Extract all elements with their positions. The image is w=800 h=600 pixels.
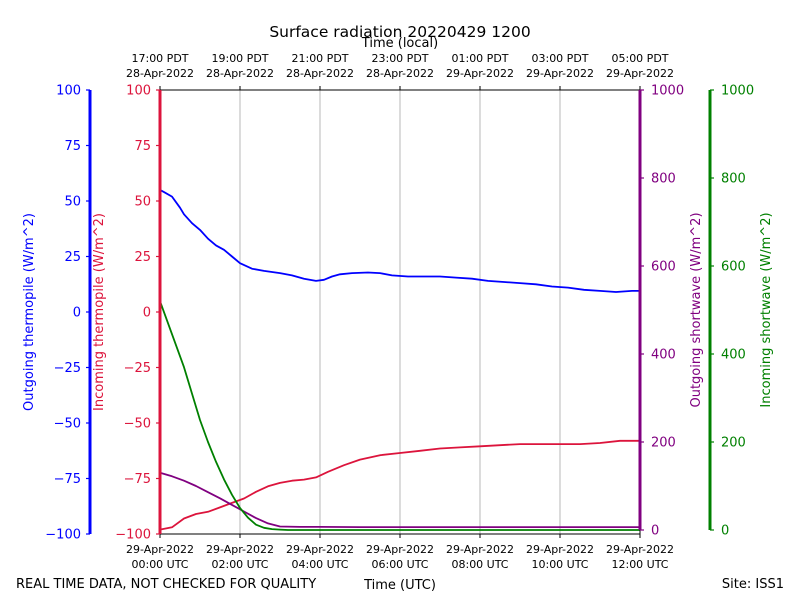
y-tick-label: 0 — [73, 306, 81, 321]
y-tick-label: 0 — [651, 524, 659, 539]
x-tick-label-time: 04:00 UTC — [291, 558, 348, 571]
x-tick-label-time: 06:00 UTC — [371, 558, 428, 571]
y-tick-label: 100 — [126, 84, 151, 99]
x-tick-label-date: 29-Apr-2022 — [126, 543, 194, 556]
y-tick-label: −75 — [124, 472, 151, 487]
y-tick-label: −100 — [115, 528, 151, 543]
y-tick-label: 50 — [134, 195, 151, 210]
y-tick-label: 0 — [143, 306, 151, 321]
y-tick-label: −50 — [54, 417, 81, 432]
y-tick-label: 50 — [64, 195, 81, 210]
top-tick-label-time: 03:00 PDT — [531, 52, 588, 65]
y-axis-label-outgoing_thermopile: Outgoing thermopile (W/m^2) — [22, 213, 37, 411]
top-tick-label-date: 29-Apr-2022 — [446, 67, 514, 80]
y-tick-label: 75 — [64, 139, 81, 154]
site-label: Site: ISS1 — [722, 577, 784, 592]
x-tick-label-time: 08:00 UTC — [451, 558, 508, 571]
series-line-outgoing_thermopile — [159, 189, 640, 293]
y-tick-label: −50 — [124, 417, 151, 432]
top-tick-label-date: 28-Apr-2022 — [206, 67, 274, 80]
x-tick-label-date: 29-Apr-2022 — [606, 543, 674, 556]
series-line-incoming_thermopile — [159, 439, 640, 531]
y-tick-label: 25 — [134, 250, 151, 265]
x-tick-label-time: 02:00 UTC — [211, 558, 268, 571]
top-ticks: 17:00 PDT 28-Apr-2022 19:00 PDT 28-Apr-2022… — [126, 52, 674, 90]
top-tick-label-date: 28-Apr-2022 — [126, 67, 194, 80]
top-tick-label-time: 19:00 PDT — [211, 52, 268, 65]
y-axis-label-outgoing_shortwave: Outgoing shortwave (W/m^2) — [689, 212, 704, 407]
grid-lines — [239, 90, 561, 534]
series-line-incoming_shortwave — [159, 300, 640, 531]
x-axis-label: Time (UTC) — [363, 578, 436, 593]
y-tick-label: 600 — [721, 260, 746, 275]
y-tick-label: 400 — [721, 348, 746, 363]
x-tick-label-time: 00:00 UTC — [131, 558, 188, 571]
y-tick-label: 400 — [651, 348, 676, 363]
y-tick-label: 200 — [721, 436, 746, 451]
y-tick-label: 75 — [134, 139, 151, 154]
y-tick-label: −75 — [54, 472, 81, 487]
y-tick-label: −100 — [45, 528, 81, 543]
top-tick-label-time: 23:00 PDT — [371, 52, 428, 65]
x-tick-label-date: 29-Apr-2022 — [366, 543, 434, 556]
y-tick-label: 600 — [651, 260, 676, 275]
series-line-outgoing_shortwave — [159, 471, 640, 528]
top-tick-label-date: 29-Apr-2022 — [606, 67, 674, 80]
x-tick-label-date: 29-Apr-2022 — [526, 543, 594, 556]
quality-warning: REAL TIME DATA, NOT CHECKED FOR QUALITY — [16, 577, 316, 592]
y-tick-label: 800 — [651, 172, 676, 187]
y-tick-label: 100 — [56, 84, 81, 99]
x-tick-label-time: 10:00 UTC — [531, 558, 588, 571]
y-tick-label: 1000 — [721, 84, 754, 99]
y-tick-label: 0 — [721, 524, 729, 539]
y-axis-label-incoming_shortwave: Incoming shortwave (W/m^2) — [759, 212, 774, 407]
y-tick-label: 1000 — [651, 84, 684, 99]
series-lines — [159, 189, 640, 531]
x-tick-label-date: 29-Apr-2022 — [446, 543, 514, 556]
x-tick-label-date: 29-Apr-2022 — [286, 543, 354, 556]
y-tick-label: 800 — [721, 172, 746, 187]
top-tick-label-date: 29-Apr-2022 — [526, 67, 594, 80]
y-axes: 100 75 50 25 0 −25 −50 −75 −100 Outgoing thermopi… — [22, 84, 774, 543]
bottom-ticks: 29-Apr-2022 00:00 UTC 29-Apr-2022 02:00 UTC… — [126, 534, 674, 571]
x-tick-label-time: 12:00 UTC — [611, 558, 668, 571]
chart-title: Surface radiation 20220429 1200 — [269, 23, 530, 41]
top-tick-label-time: 01:00 PDT — [451, 52, 508, 65]
y-axis-label-incoming_thermopile: Incoming thermopile (W/m^2) — [92, 213, 107, 411]
y-tick-label: 200 — [651, 436, 676, 451]
top-axis-label: Time (local) — [361, 36, 438, 51]
top-tick-label-time: 17:00 PDT — [131, 52, 188, 65]
y-tick-label: −25 — [54, 361, 81, 376]
top-tick-label-time: 21:00 PDT — [291, 52, 348, 65]
y-tick-label: −25 — [124, 361, 151, 376]
y-tick-label: 25 — [64, 250, 81, 265]
top-tick-label-date: 28-Apr-2022 — [366, 67, 434, 80]
top-tick-label-date: 28-Apr-2022 — [286, 67, 354, 80]
top-tick-label-time: 05:00 PDT — [611, 52, 668, 65]
x-tick-label-date: 29-Apr-2022 — [206, 543, 274, 556]
